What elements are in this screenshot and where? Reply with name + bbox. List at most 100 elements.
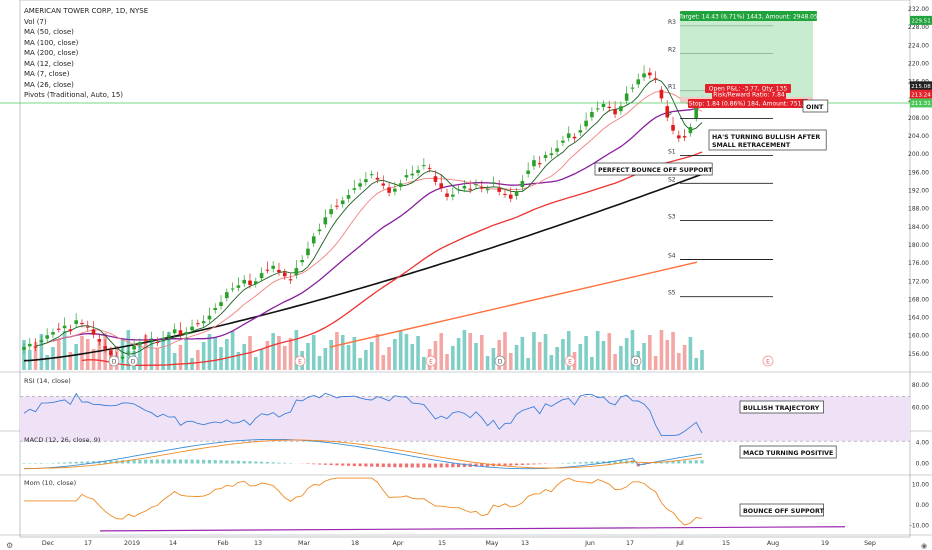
macd-hist-bar <box>28 463 32 464</box>
candle-body <box>387 187 391 193</box>
volume-bar <box>33 342 38 370</box>
candle-body <box>474 184 478 186</box>
candle-body <box>207 315 212 320</box>
signal-line <box>23 439 703 470</box>
annotation-ha-box <box>708 129 827 151</box>
mom-axis-tick: 0.00 <box>916 502 930 509</box>
volume-bar <box>190 358 194 370</box>
ma100-line <box>81 151 703 366</box>
volume-bar <box>665 340 670 370</box>
momentum-support-line <box>99 526 846 532</box>
macd-hist-bar <box>688 460 693 464</box>
annotation-rsi: BULLISH TRAJECTORY <box>743 405 820 412</box>
target-box: Target: 14.43 (6.71%) 1443, Amount: 2948… <box>678 14 818 21</box>
macd-hist-bar <box>584 461 588 464</box>
volume-bar <box>230 331 235 370</box>
volume-bar <box>653 356 658 370</box>
macd-hist-bar <box>248 461 252 464</box>
macd-hist-bar <box>364 463 368 467</box>
candle-body <box>369 174 374 176</box>
volume-bar <box>393 339 397 370</box>
macd-hist-bar <box>225 460 229 464</box>
candle-body <box>381 183 386 186</box>
volume-bar <box>549 355 554 370</box>
macd-hist-bar <box>410 463 414 468</box>
volume-bar <box>433 341 438 370</box>
candle-body <box>253 281 258 284</box>
volume-bar <box>671 332 675 370</box>
candles <box>22 65 704 363</box>
volume-bar <box>624 338 629 370</box>
volume-bar <box>277 336 281 370</box>
volume-bar <box>358 358 362 370</box>
volume-bar <box>642 343 646 370</box>
risk-reward-box-bg <box>712 92 786 99</box>
macd-hist-bar <box>22 463 26 464</box>
volume-bar <box>688 337 693 370</box>
volume-bar <box>404 334 409 370</box>
macd-hist-bar <box>671 461 675 464</box>
candle-body <box>543 155 548 158</box>
macd-hist-bar <box>358 463 362 467</box>
volume-bar <box>149 338 154 370</box>
price-axis-tick: 200.00 <box>908 151 929 158</box>
macd-hist-bar <box>665 461 669 464</box>
legend-ma200: MA (200, close) <box>24 49 79 57</box>
price-axis-tick: 168.00 <box>908 296 929 303</box>
price-axis-tick: 220.00 <box>908 61 929 68</box>
macd-hist-bar <box>457 463 461 468</box>
macd-hist-bar <box>323 463 327 465</box>
pivot-label: S3 <box>668 213 676 220</box>
pivot-label: P <box>668 111 672 118</box>
time-axis-tick: 13 <box>254 540 262 547</box>
volume-bar <box>474 343 478 370</box>
candle-body <box>335 205 339 207</box>
macd-hist-bar <box>485 463 490 467</box>
candle-body <box>138 342 142 345</box>
candle-body <box>677 135 681 139</box>
candle-body <box>688 127 693 134</box>
candle-body <box>671 124 675 131</box>
volume-bar <box>451 346 455 370</box>
candle-body <box>184 332 189 335</box>
candle-body <box>485 189 490 191</box>
event-marker <box>762 355 774 367</box>
macd-hist-bar <box>451 463 455 468</box>
macd-hist-bar <box>103 460 107 464</box>
volume-bar <box>630 330 635 370</box>
volume-bar <box>62 331 67 370</box>
macd-hist-bar <box>700 460 704 464</box>
ma12-line <box>41 91 703 349</box>
stop-box-bg <box>688 99 808 108</box>
price-label-bg <box>910 15 932 25</box>
candle-body <box>103 346 107 349</box>
candle-body <box>561 140 565 143</box>
candle-body <box>236 285 241 288</box>
price-label: 211.31 <box>911 101 931 107</box>
event-marker-label: D <box>634 358 639 365</box>
macd-axis-tick: 4.00 <box>916 440 930 447</box>
volume-bar <box>369 342 374 370</box>
candle-body <box>566 133 571 138</box>
macd-hist-bar <box>312 463 316 465</box>
volume-bar <box>178 345 183 370</box>
rsi-line <box>23 392 703 437</box>
candle-body <box>555 148 559 152</box>
volume-bar <box>74 344 78 370</box>
candle-body <box>358 183 362 187</box>
volume-bar <box>456 338 461 370</box>
candle-body <box>416 170 420 173</box>
volume-bar <box>56 339 61 370</box>
volume-bar <box>607 333 612 370</box>
time-axis-tick: 14 <box>169 540 177 547</box>
volume-bar <box>236 352 241 370</box>
gear-icon: ⚙ <box>6 541 13 550</box>
event-marker-label: E <box>298 358 302 365</box>
candle-body <box>514 191 519 196</box>
candle-body <box>526 170 530 174</box>
time-axis-tick: Jul <box>675 540 684 547</box>
event-marker <box>564 355 576 367</box>
volume-bar <box>22 340 26 370</box>
candle-body <box>306 248 310 256</box>
